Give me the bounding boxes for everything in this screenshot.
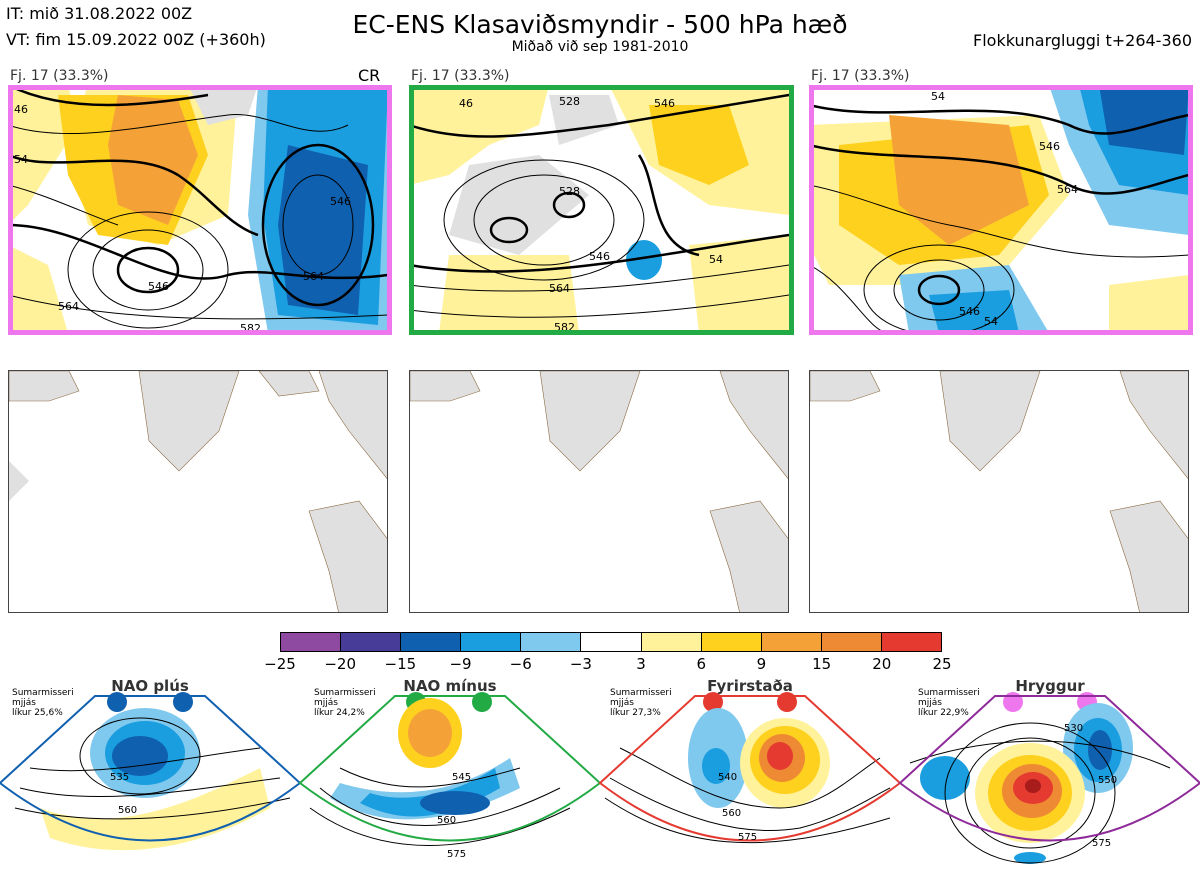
regime-map-nao-minus: 545 560 575: [298, 692, 602, 860]
contour-label: 546: [330, 195, 351, 208]
regime-contour-label: 545: [452, 772, 471, 783]
contour-label: 546: [148, 280, 169, 293]
colorbar-tick-label: 15: [812, 655, 832, 673]
cluster-map-3: 546 564 546 54 54: [809, 85, 1189, 333]
panel-1-frame: [8, 85, 392, 335]
regime-contour-label: 540: [718, 772, 737, 783]
colorbar-tick-label: 6: [696, 655, 707, 673]
regime-title-nao-plus: NAO plús: [111, 677, 189, 695]
contour-label: 46: [459, 97, 473, 110]
regime-contour-label: 535: [110, 772, 129, 783]
contour-label: 528: [559, 185, 580, 198]
issue-time: IT: mið 31.08.2022 00Z: [6, 4, 193, 23]
panel-3-frame: [809, 85, 1193, 335]
regime-contour-label: 575: [738, 832, 757, 843]
colorbar-swatch: [341, 633, 402, 651]
regime-contour-label: 560: [118, 805, 137, 816]
contour-label: 54: [709, 253, 723, 266]
colorbar-tick-label: −3: [569, 655, 592, 673]
panel-3-label: Fj. 17 (33.3%): [811, 68, 910, 84]
empty-map-1: [8, 370, 388, 613]
regime-map-nao-plus: 535 560: [0, 692, 302, 851]
page-title: EC-ENS Klasaviðsmyndir - 500 hPa hæð: [352, 10, 848, 39]
regime-contour-label: 530: [1064, 723, 1083, 734]
colorbar-tick-label: 9: [756, 655, 767, 673]
classification-window: Flokkunargluggi t+264-360: [973, 31, 1192, 50]
regime-contour-label: 575: [447, 849, 466, 860]
contour-label: 564: [1057, 183, 1078, 196]
colorbar-swatch: [461, 633, 522, 651]
colorbar-tick-label: −6: [509, 655, 532, 673]
colorbar-swatch: [701, 633, 762, 651]
colorbar-tick-label: −25: [264, 655, 296, 673]
regime-title-blocking: Fyrirstaða: [707, 677, 793, 695]
regime-info-4: Sumarmisseri mjjás líkur 22,9%: [918, 688, 980, 718]
colorbar-tick-label: 3: [636, 655, 646, 673]
colorbar-swatch: [821, 633, 882, 651]
cluster-map-1: 46 54 546 546 564 564 582: [8, 85, 388, 333]
regime-map-ridge: 530 550 575: [898, 692, 1200, 864]
panel-2-label: Fj. 17 (33.3%): [411, 68, 510, 84]
anomaly-colorbar: [280, 632, 942, 652]
regime-info-1: Sumarmisseri mjjás líkur 25,6%: [12, 688, 74, 718]
regime-contour-label: 560: [437, 815, 456, 826]
colorbar-swatch: [401, 633, 462, 651]
colorbar-swatch: [281, 633, 342, 651]
regime-info-3: Sumarmisseri mjjás líkur 27,3%: [610, 688, 672, 718]
contour-label: 54: [931, 90, 945, 103]
regime-contour-label: 575: [1092, 838, 1111, 849]
cluster-map-2: 546 528 528 546 564 54 582 46: [409, 85, 789, 333]
contour-label: 546: [959, 305, 980, 318]
colorbar-tick-label: −20: [324, 655, 356, 673]
colorbar-tick-label: 25: [932, 655, 952, 673]
colorbar-swatch: [761, 633, 822, 651]
contour-label: 564: [303, 270, 324, 283]
regime-map-blocking: 540 560 575: [598, 692, 902, 844]
colorbar-tick-label: −9: [449, 655, 472, 673]
contour-label: 46: [14, 103, 28, 116]
colorbar-tick-label: −15: [384, 655, 417, 673]
regime-title-nao-minus: NAO mínus: [403, 677, 497, 695]
regime-maps: 535 560 545 560 575 540 560 575: [0, 692, 1200, 864]
colorbar-swatch: [881, 633, 942, 651]
contour-label: 564: [549, 282, 570, 295]
empty-map-3: [809, 370, 1189, 613]
colorbar-swatch: [641, 633, 702, 651]
regime-contour-label: 560: [722, 808, 741, 819]
contour-label: 546: [589, 250, 610, 263]
contour-label: 582: [240, 322, 261, 333]
panel-1-label: Fj. 17 (33.3%): [10, 68, 109, 84]
contour-label: 528: [559, 95, 580, 108]
empty-map-2: [409, 370, 789, 613]
contour-label: 54: [14, 153, 28, 166]
colorbar-swatch: [581, 633, 642, 651]
contour-label: 546: [654, 97, 675, 110]
panel-2-frame: [409, 85, 794, 335]
colorbar-tick-label: 20: [872, 655, 892, 673]
panel-1-tag: CR: [358, 66, 381, 85]
colorbar-swatch: [521, 633, 582, 651]
page-subtitle: Miðað við sep 1981-2010: [511, 39, 689, 55]
contour-label: 546: [1039, 140, 1060, 153]
contour-label: 54: [984, 315, 998, 328]
regime-contour-label: 550: [1098, 775, 1117, 786]
regime-info-2: Sumarmisseri mjjás líkur 24,2%: [314, 688, 376, 718]
regime-title-ridge: Hryggur: [1015, 677, 1085, 695]
contour-label: 564: [58, 300, 79, 313]
valid-time: VT: fim 15.09.2022 00Z (+360h): [6, 30, 266, 49]
